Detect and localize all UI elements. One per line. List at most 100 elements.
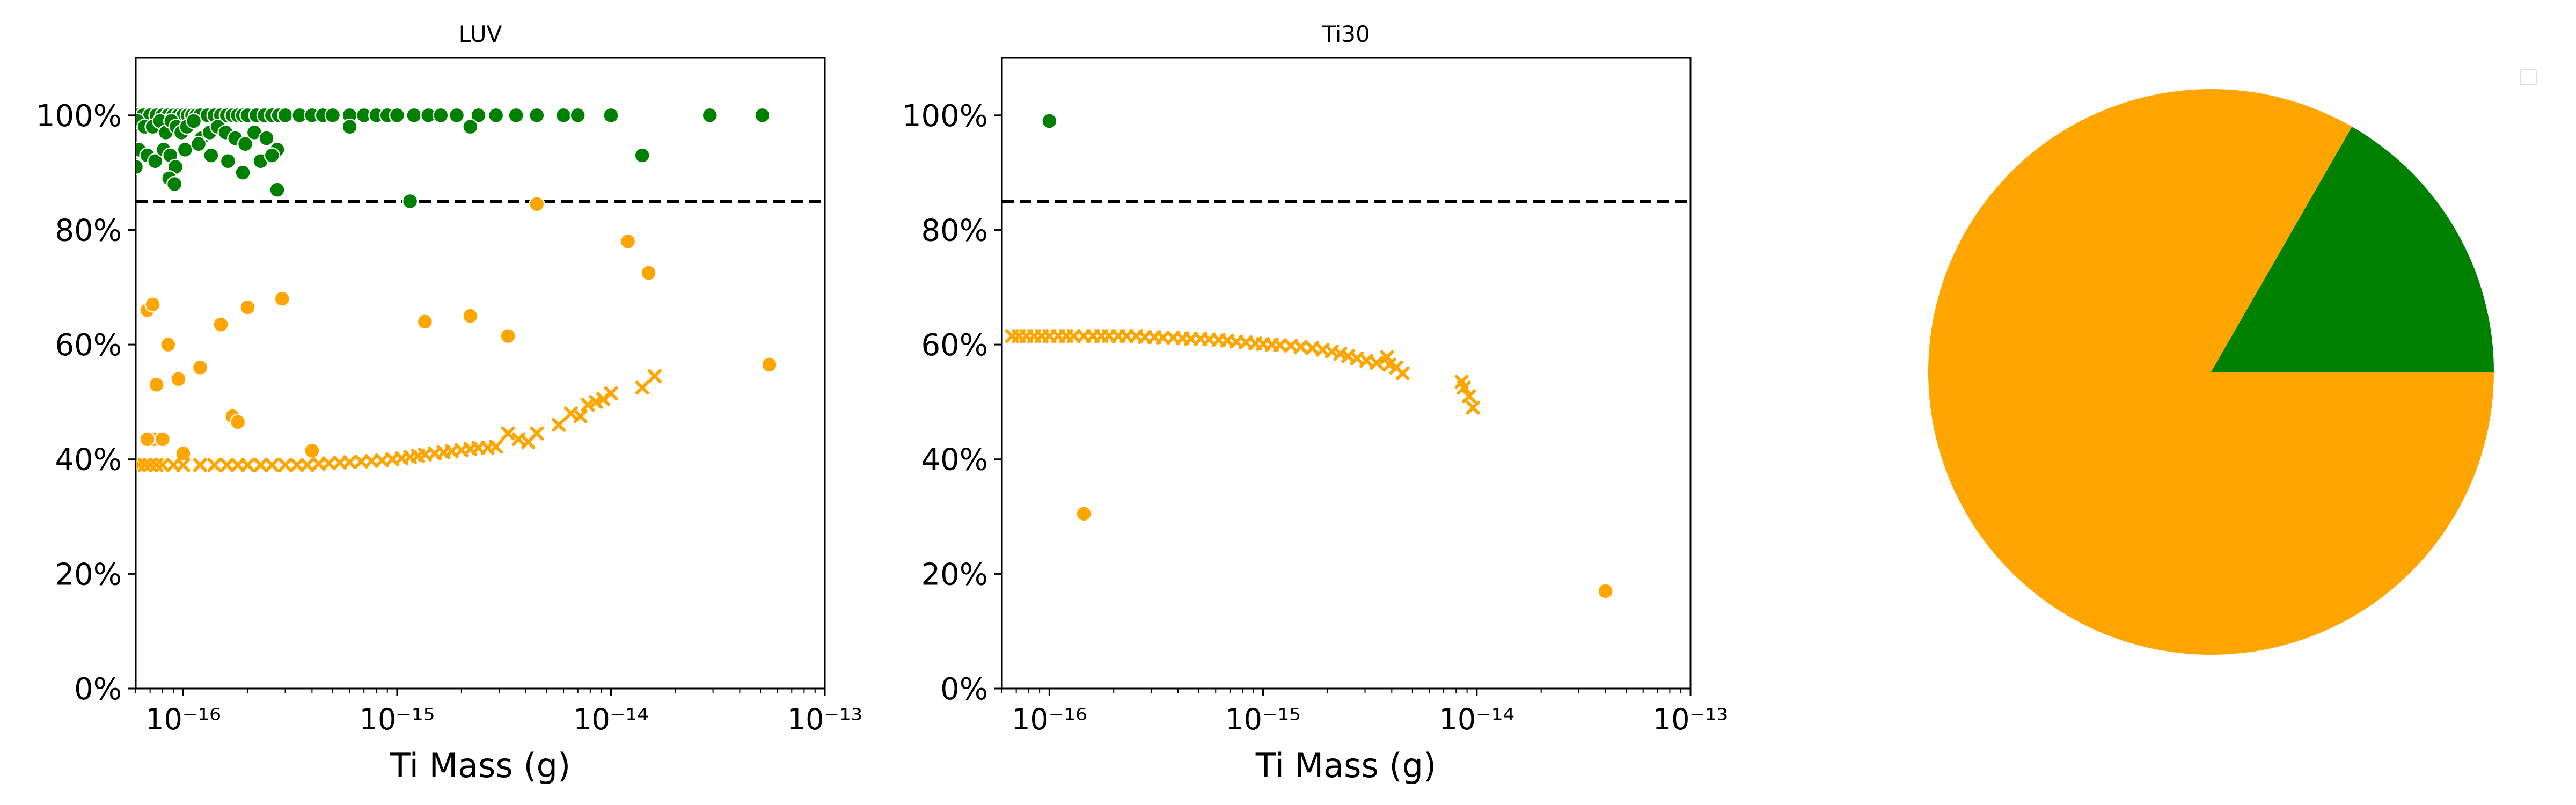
axes-frame (135, 57, 826, 690)
scatter-x-marker (1138, 330, 1152, 345)
scatter-x-marker (354, 455, 369, 469)
scatter-point (219, 153, 237, 170)
pie-slice (1928, 89, 2494, 655)
scatter-x-marker (1466, 400, 1480, 415)
scatter-point (229, 414, 246, 430)
scatter-x-marker (176, 458, 191, 472)
scatter-point (258, 130, 275, 147)
scatter-point (603, 107, 619, 124)
scatter-point (406, 107, 422, 124)
y-tick-label: 0% (74, 672, 122, 707)
legend-box (2520, 69, 2537, 85)
scatter-point (761, 356, 778, 373)
scatter-x-marker (311, 457, 326, 471)
scatter-point (341, 118, 358, 135)
scatter-point (701, 107, 718, 124)
scatter-point (192, 359, 209, 376)
scatter-point (433, 107, 449, 124)
scatter-x-marker (321, 456, 336, 471)
scatter-x-marker (231, 458, 245, 472)
scatter-x-marker (573, 409, 588, 423)
scatter-x-marker (166, 458, 181, 472)
scatter-x-marker (530, 426, 544, 441)
scatter-x-marker (1119, 329, 1134, 343)
data-points (1005, 113, 1614, 599)
scatter-point (448, 107, 465, 124)
x-tick-label: 10⁻¹⁶ (1012, 702, 1087, 736)
scatter-x-marker (364, 453, 379, 468)
x-tick-label: 10⁻¹³ (1653, 702, 1729, 736)
scatter-panel-luv: LUV Ti Mass (g) 0% 20% 40% 60% 80% 100% 10⁻¹⁶ 1… (36, 21, 862, 785)
scatter-point (529, 196, 545, 213)
x-tick-label: 10⁻¹³ (787, 702, 863, 736)
pie-panel (1928, 69, 2537, 655)
scatter-point (274, 290, 290, 307)
scatter-point (185, 113, 202, 129)
scatter-x-marker (193, 458, 207, 472)
scatter-point (324, 107, 341, 124)
scatter-x-marker (1066, 329, 1081, 343)
y-tick-label: 40% (55, 443, 122, 478)
scatter-point (470, 107, 487, 124)
scatter-x-marker (1273, 338, 1287, 353)
scatter-point (190, 135, 207, 152)
scatter-x-marker (155, 458, 170, 472)
scatter-x-marker (1395, 366, 1410, 380)
scatter-x-marker (635, 380, 649, 395)
scatter-point (487, 107, 504, 124)
y-tick-label: 0% (940, 672, 988, 707)
y-tick-label: 100% (902, 99, 988, 134)
scatter-point (1075, 505, 1092, 522)
axes-frame (1001, 57, 1692, 690)
x-tick-label: 10⁻¹⁴ (1439, 702, 1515, 736)
scatter-point (170, 370, 187, 387)
scatter-x-marker (278, 458, 292, 472)
scatter-point (634, 147, 650, 164)
scatter-point (203, 147, 219, 164)
scatter-point (416, 313, 434, 330)
scatter-point (264, 147, 281, 164)
scatter-point (136, 158, 144, 175)
data-points (136, 107, 778, 472)
scatter-x-marker (1155, 331, 1170, 345)
scatter-x-marker (290, 458, 304, 472)
scatter-point (269, 181, 286, 198)
scatter-x-marker (1462, 389, 1476, 404)
scatter-point (160, 336, 177, 353)
scatter-point (166, 175, 183, 193)
y-tick-label: 80% (55, 213, 122, 248)
scatter-point (555, 107, 572, 124)
scatter-x-marker (1370, 356, 1384, 370)
y-tick-label: 80% (921, 213, 988, 248)
scatter-x-marker (1184, 332, 1198, 346)
scatter-x-marker (1382, 357, 1396, 372)
y-tick-label: 100% (36, 99, 122, 134)
scatter-point (235, 164, 251, 181)
scatter-point (389, 107, 406, 124)
scatter-point (569, 107, 586, 124)
pie-slice (2211, 127, 2494, 372)
scatter-point (144, 296, 161, 313)
scatter-point (237, 135, 254, 152)
scatter-x-marker (552, 418, 566, 432)
scatter-x-marker (489, 440, 503, 454)
x-tick-label: 10⁻¹⁵ (1225, 702, 1301, 736)
scatter-x-marker (604, 386, 618, 400)
scatter-x-marker (1293, 340, 1308, 354)
x-tick-label: 10⁻¹⁶ (145, 702, 221, 736)
scatter-point (500, 327, 516, 345)
scatter-point (529, 107, 545, 124)
x-tick-label: 10⁻¹⁵ (360, 702, 435, 736)
chart-title: LUV (459, 21, 502, 47)
scatter-point (175, 445, 192, 462)
y-tick-label: 40% (921, 443, 988, 478)
y-tick-label: 60% (55, 328, 122, 363)
scatter-point (277, 107, 294, 124)
scatter-point (640, 265, 657, 281)
scatter-point (462, 308, 479, 324)
scatter-point (154, 431, 171, 448)
scatter-point (139, 431, 156, 448)
y-tick-label: 20% (921, 557, 988, 592)
y-tick-label: 20% (55, 557, 122, 592)
